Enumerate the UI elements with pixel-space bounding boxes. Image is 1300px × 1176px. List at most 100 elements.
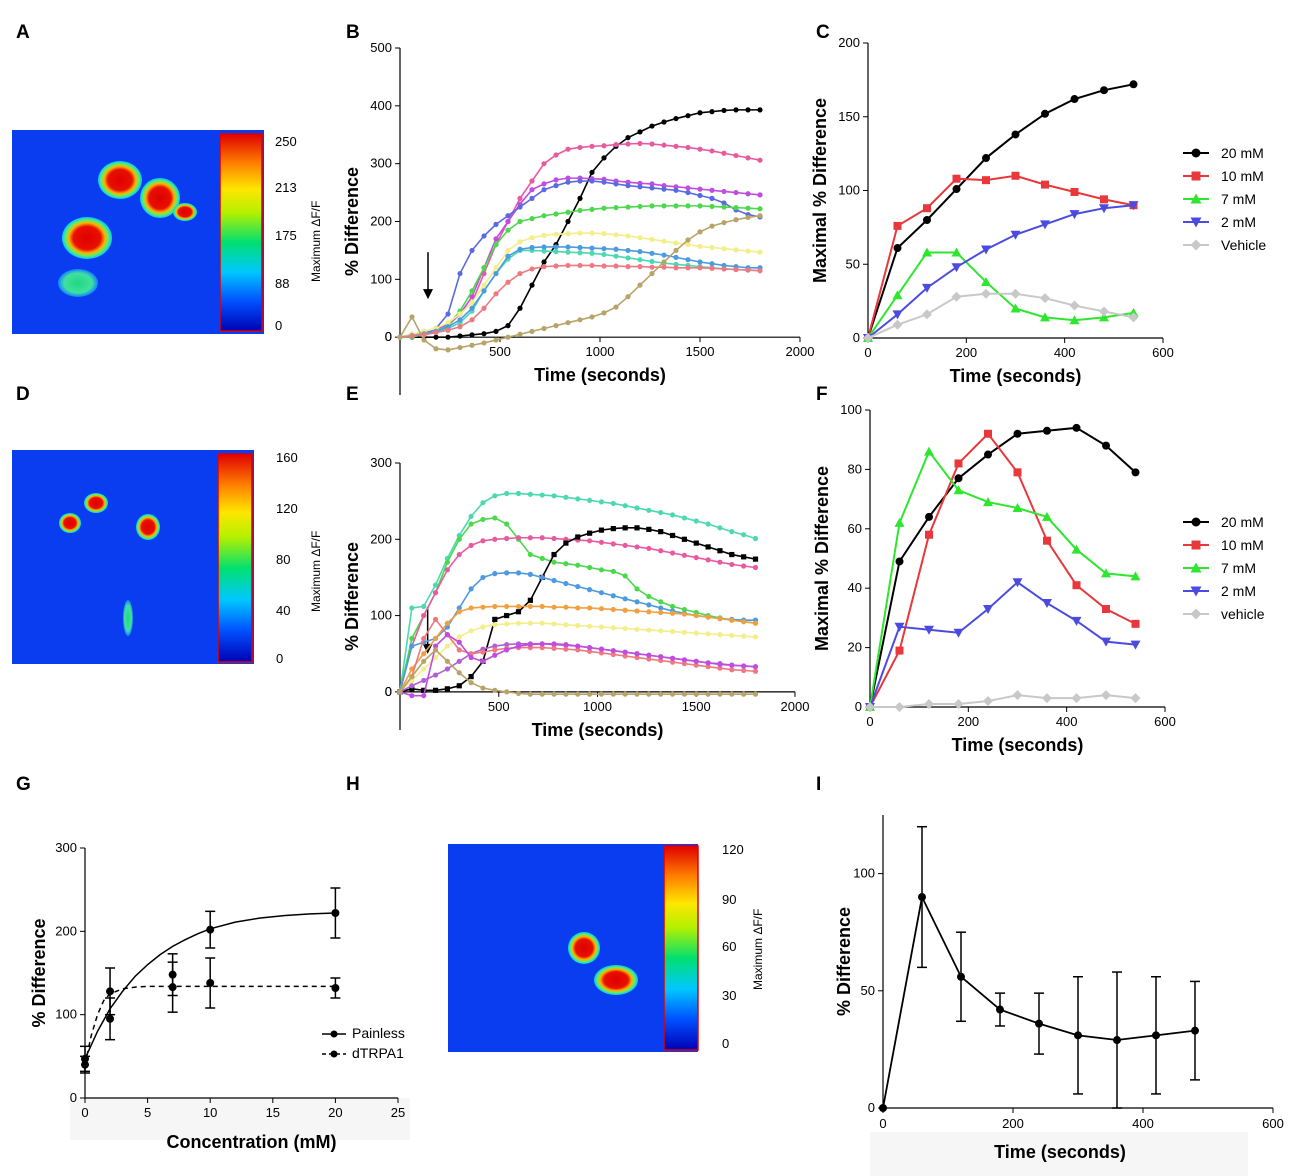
data-point — [697, 192, 703, 199]
x-tick-label: 500 — [488, 699, 510, 714]
data-point — [480, 516, 486, 523]
data-point — [601, 251, 607, 258]
data-point — [529, 195, 535, 201]
data-point — [705, 664, 711, 670]
data-point — [505, 279, 511, 285]
data-point — [432, 687, 439, 693]
data-point — [480, 500, 486, 506]
data-point — [577, 178, 583, 184]
data-point — [1130, 640, 1141, 650]
data-point — [106, 987, 115, 996]
data-point — [893, 244, 902, 253]
series-line — [399, 214, 761, 351]
data-point — [493, 236, 499, 242]
data-point — [515, 535, 522, 541]
data-point — [1070, 187, 1079, 196]
data-point — [685, 242, 691, 248]
data-point — [729, 551, 735, 558]
data-point — [529, 178, 535, 184]
y-tick-label: 0 — [385, 329, 392, 344]
colorbar-tick: 88 — [275, 276, 289, 291]
data-point — [893, 221, 902, 230]
data-point — [527, 597, 533, 603]
data-point — [492, 622, 498, 628]
data-point — [1071, 693, 1082, 704]
data-point — [669, 603, 676, 610]
data-point — [894, 622, 905, 632]
data-point — [982, 154, 990, 163]
x-tick-label: 15 — [266, 1105, 280, 1120]
data-point — [539, 603, 545, 610]
data-point — [517, 305, 523, 311]
data-point — [444, 567, 450, 573]
panel-label-b: B — [346, 22, 360, 43]
data-point — [741, 691, 747, 697]
data-point — [1069, 210, 1080, 220]
data-point — [925, 512, 933, 521]
data-point — [1099, 306, 1109, 317]
data-point — [505, 247, 511, 254]
x-tick-label: 1500 — [682, 699, 711, 714]
data-point — [697, 110, 703, 116]
data-point — [432, 654, 439, 661]
data-point — [922, 309, 932, 320]
data-point — [922, 247, 932, 257]
data-point — [625, 294, 631, 300]
data-point — [493, 270, 499, 277]
colorbar-tick: 0 — [722, 1036, 729, 1051]
y-tick-label: 100 — [838, 183, 860, 198]
data-point — [563, 580, 569, 587]
data-point — [721, 220, 727, 226]
data-point — [515, 603, 522, 610]
data-point — [658, 691, 664, 697]
colorbar-tick: 120 — [276, 501, 298, 516]
data-point — [669, 532, 676, 539]
data-point — [924, 446, 934, 456]
y-tick-label: 200 — [370, 214, 392, 229]
data-point — [637, 282, 643, 288]
data-point — [1131, 619, 1140, 628]
data-point — [1074, 1031, 1082, 1040]
data-point — [622, 573, 628, 579]
data-point — [504, 603, 510, 610]
data-point — [551, 645, 557, 651]
data-point — [456, 551, 462, 558]
data-point — [421, 635, 427, 642]
data-point — [705, 631, 711, 637]
data-point — [717, 548, 723, 554]
data-point — [539, 492, 545, 498]
data-point — [515, 609, 522, 615]
data-point — [551, 551, 557, 558]
data-point — [646, 545, 652, 552]
data-point — [457, 317, 463, 323]
data-point — [589, 230, 595, 236]
data-point — [421, 603, 427, 610]
data-point — [598, 650, 605, 656]
x-tick-label: 600 — [1152, 345, 1174, 360]
data-point — [505, 213, 511, 219]
legend-marker — [1191, 148, 1201, 158]
data-point — [669, 659, 676, 665]
x-axis-title: Time (seconds) — [950, 366, 1082, 386]
y-tick-label: 150 — [838, 109, 860, 124]
data-point — [587, 530, 593, 536]
data-point — [892, 290, 903, 300]
data-point — [622, 625, 628, 632]
data-point — [445, 334, 451, 340]
data-point — [693, 630, 699, 636]
data-point — [587, 587, 593, 593]
data-point — [468, 586, 474, 592]
x-axis-title: Concentration (mM) — [167, 1132, 337, 1152]
data-point — [1129, 80, 1138, 89]
data-point — [622, 691, 628, 697]
data-point — [613, 205, 619, 211]
data-point — [468, 521, 474, 527]
data-point — [589, 250, 595, 256]
legend-marker — [330, 1050, 338, 1058]
data-point — [681, 552, 688, 558]
data-point — [504, 621, 510, 627]
data-point — [469, 288, 475, 294]
data-point — [601, 143, 607, 149]
data-point — [685, 203, 691, 209]
